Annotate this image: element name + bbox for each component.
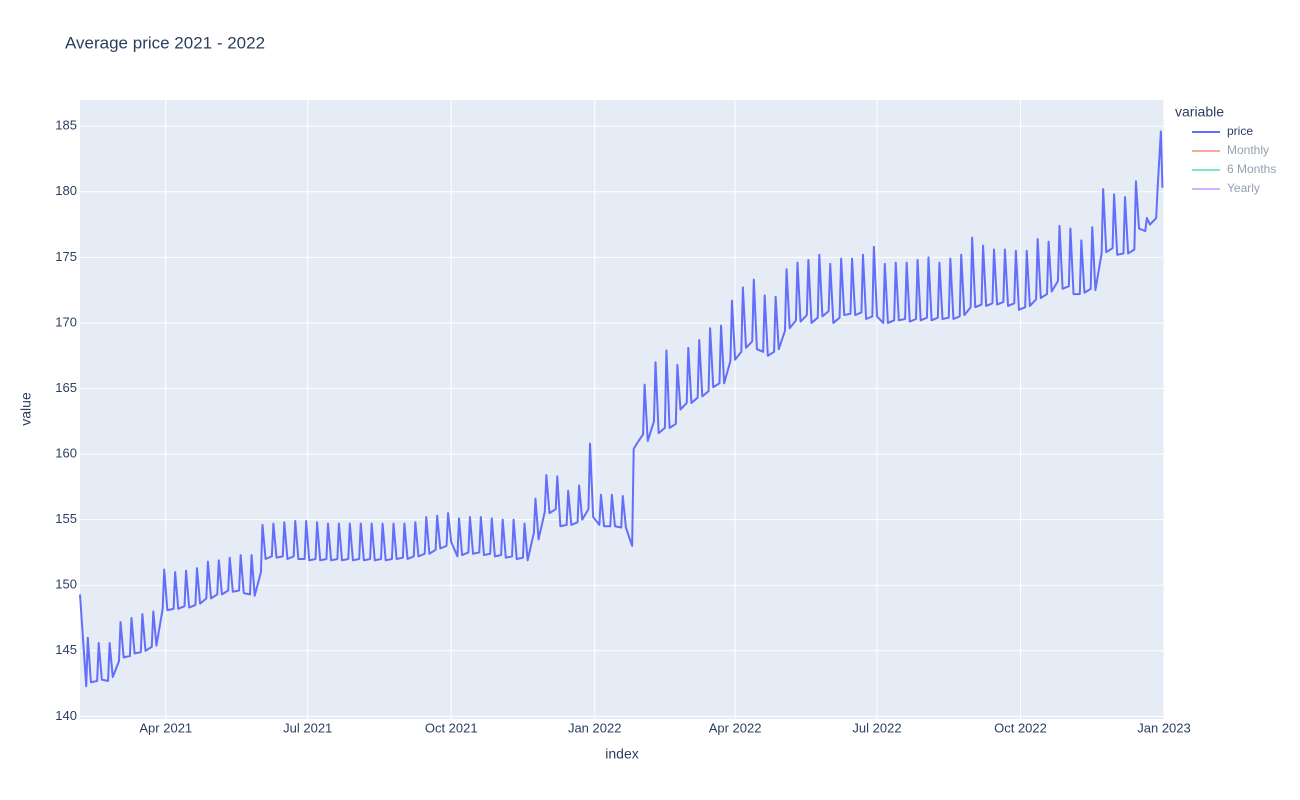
x-tick-label: Apr 2022 bbox=[709, 720, 762, 735]
y-tick-label: 185 bbox=[55, 118, 77, 133]
y-tick-label: 155 bbox=[55, 511, 77, 526]
y-tick-label: 140 bbox=[55, 708, 77, 723]
x-tick-label: Jul 2022 bbox=[852, 720, 901, 735]
y-tick-label: 175 bbox=[55, 249, 77, 264]
plot-area bbox=[80, 100, 1164, 719]
legend-label[interactable]: price bbox=[1227, 124, 1253, 138]
line bbox=[79, 130, 1164, 688]
y-tick-label: 180 bbox=[55, 183, 77, 198]
y-axis-title: value bbox=[18, 392, 34, 426]
y-tick-label: 170 bbox=[55, 314, 77, 329]
y-tick-label: 165 bbox=[55, 380, 77, 395]
x-tick-label: Oct 2021 bbox=[425, 720, 478, 735]
y-tick-label: 145 bbox=[55, 642, 77, 657]
marks bbox=[79, 130, 1164, 688]
legend-label[interactable]: 6 Months bbox=[1227, 162, 1276, 176]
x-tick-label: Oct 2022 bbox=[994, 720, 1047, 735]
legend-title: variable bbox=[1175, 104, 1224, 120]
x-tick-label: Jan 2022 bbox=[568, 720, 622, 735]
x-tick-label: Jul 2021 bbox=[283, 720, 332, 735]
legend-label[interactable]: Yearly bbox=[1227, 181, 1260, 195]
x-axis-title: index bbox=[605, 746, 638, 762]
grid bbox=[80, 100, 1165, 719]
y-tick-label: 150 bbox=[55, 577, 77, 592]
x-tick-label: Apr 2021 bbox=[139, 720, 192, 735]
x-tick-label: Jan 2023 bbox=[1137, 720, 1191, 735]
legend: price Monthly 6 Months Yearly bbox=[1192, 124, 1276, 195]
chart-title: Average price 2021 - 2022 bbox=[65, 33, 265, 52]
y-tick-label: 160 bbox=[55, 446, 77, 461]
legend-label[interactable]: Monthly bbox=[1227, 143, 1269, 157]
